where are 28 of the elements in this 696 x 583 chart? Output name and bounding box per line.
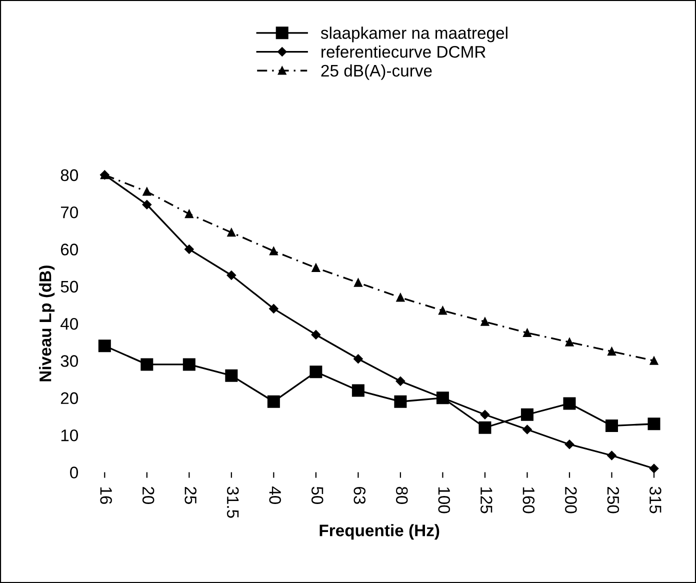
y-tick-label: 50 [60,280,78,293]
x-tick-label: 200 [565,486,577,514]
x-tick-label: 315 [650,486,662,514]
x-tick-label: 63 [354,486,366,504]
y-tick-label: 40 [60,318,78,330]
x-tick-label: 25 [184,486,196,504]
x-tick-label: 250 [607,486,620,514]
x-tick-label: 20 [142,486,154,504]
x-tick-label: 80 [396,486,408,504]
x-tick-label: 31.5 [226,486,239,518]
x-tick-label: 40 [269,486,282,504]
legend-label: 25 dB(A)-curve [321,64,432,80]
y-tick-label: 10 [61,429,78,442]
x-tick-label: 125 [480,487,492,514]
x-axis-title: Frequentie (Hz) [320,524,440,540]
legend-label: referentiecurve DCMR [322,46,486,58]
y-tick-label: 30 [60,355,78,367]
y-axis-title: Niveau Lp (dB) [39,266,55,382]
y-tick-label: 80 [60,169,78,182]
y-tick-label: 60 [60,244,78,256]
x-tick-label: 16 [100,487,112,504]
legend-label: slaapkamer na maatregel [320,26,508,42]
y-tick-label: 70 [60,206,78,218]
y-tick-label: 20 [60,392,78,404]
x-tick-label: 50 [311,486,324,504]
y-tick-label: 0 [70,466,78,478]
x-tick-label: 160 [522,487,535,514]
x-tick-label: 100 [438,487,450,514]
